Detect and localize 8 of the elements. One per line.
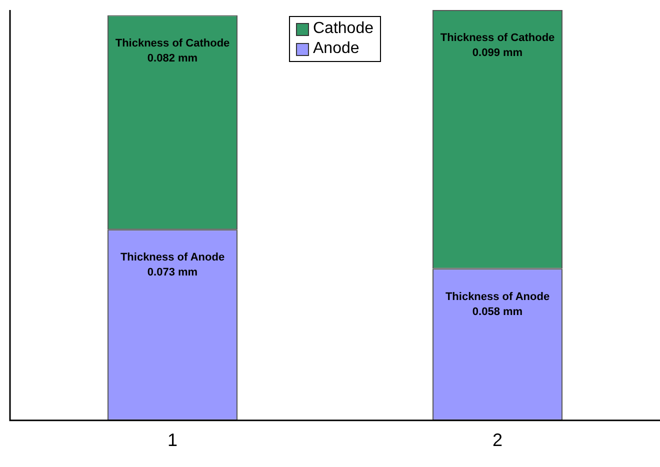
data-label: Thickness of Cathode 0.099 mm bbox=[440, 32, 555, 60]
data-label: Thickness of Anode 0.058 mm bbox=[445, 290, 550, 318]
data-label: Thickness of Anode 0.073 mm bbox=[120, 252, 225, 279]
data-label: Thickness of Cathode 0.082 mm bbox=[115, 37, 230, 64]
x-tick-label: 1 bbox=[167, 430, 178, 450]
legend-label: Cathode bbox=[313, 19, 374, 39]
x-tick-label: 2 bbox=[492, 430, 503, 450]
legend-label: Anode bbox=[313, 39, 360, 59]
